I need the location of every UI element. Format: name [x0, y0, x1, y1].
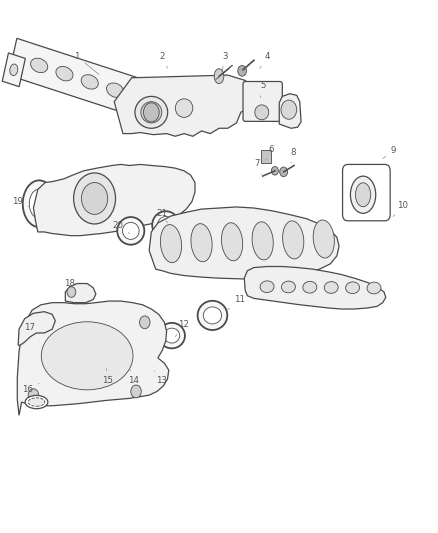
Polygon shape	[33, 165, 195, 236]
Polygon shape	[114, 75, 254, 136]
Ellipse shape	[23, 180, 56, 227]
Ellipse shape	[222, 223, 243, 261]
Ellipse shape	[260, 281, 274, 293]
Text: 2: 2	[159, 52, 168, 68]
Text: 8: 8	[290, 148, 296, 163]
Ellipse shape	[25, 395, 48, 409]
Ellipse shape	[123, 222, 139, 239]
Text: 11: 11	[228, 295, 245, 310]
Polygon shape	[279, 94, 301, 128]
Ellipse shape	[282, 281, 295, 293]
Text: 15: 15	[102, 368, 113, 385]
Ellipse shape	[346, 282, 360, 294]
Ellipse shape	[252, 222, 273, 260]
Ellipse shape	[203, 307, 222, 324]
Text: 4: 4	[260, 52, 270, 69]
Ellipse shape	[10, 64, 18, 76]
Circle shape	[81, 182, 108, 214]
Ellipse shape	[313, 220, 334, 258]
Text: 13: 13	[154, 371, 167, 385]
Circle shape	[140, 316, 150, 329]
Ellipse shape	[324, 281, 338, 293]
Ellipse shape	[31, 58, 48, 72]
Circle shape	[272, 166, 279, 175]
Circle shape	[238, 66, 247, 76]
Ellipse shape	[283, 221, 304, 259]
Circle shape	[67, 287, 76, 297]
Ellipse shape	[141, 102, 162, 123]
Ellipse shape	[81, 75, 98, 89]
Ellipse shape	[29, 189, 49, 219]
Ellipse shape	[356, 183, 371, 207]
Text: 16: 16	[22, 383, 39, 394]
Polygon shape	[18, 312, 55, 345]
Ellipse shape	[117, 217, 145, 245]
Ellipse shape	[157, 216, 174, 233]
Ellipse shape	[135, 96, 168, 128]
Ellipse shape	[191, 224, 212, 262]
Polygon shape	[244, 266, 386, 309]
Ellipse shape	[367, 282, 381, 294]
Circle shape	[26, 316, 36, 329]
Text: 14: 14	[128, 368, 139, 385]
Circle shape	[280, 167, 288, 176]
Ellipse shape	[255, 105, 269, 120]
Text: 1: 1	[74, 52, 99, 75]
Ellipse shape	[198, 301, 227, 330]
FancyBboxPatch shape	[243, 82, 283, 122]
Text: 20: 20	[112, 221, 130, 233]
Text: 18: 18	[64, 279, 76, 292]
Ellipse shape	[152, 211, 179, 239]
Ellipse shape	[303, 281, 317, 293]
Text: 21: 21	[156, 209, 167, 223]
Text: 10: 10	[393, 201, 408, 216]
Polygon shape	[17, 301, 169, 415]
Text: 6: 6	[266, 145, 274, 160]
Polygon shape	[149, 207, 339, 279]
Text: 9: 9	[383, 146, 396, 158]
Polygon shape	[2, 53, 25, 87]
Ellipse shape	[106, 83, 124, 98]
Text: 17: 17	[24, 323, 40, 334]
Text: 12: 12	[175, 320, 189, 337]
Ellipse shape	[56, 67, 73, 81]
Ellipse shape	[28, 398, 45, 406]
Text: 3: 3	[222, 52, 228, 71]
Ellipse shape	[160, 224, 182, 263]
Ellipse shape	[159, 323, 185, 349]
Ellipse shape	[41, 322, 133, 390]
Ellipse shape	[164, 328, 180, 343]
Bar	[261, 150, 271, 163]
Text: 5: 5	[260, 81, 265, 98]
Ellipse shape	[175, 99, 193, 117]
Polygon shape	[9, 38, 145, 117]
Ellipse shape	[350, 176, 376, 213]
Circle shape	[74, 173, 116, 224]
Ellipse shape	[214, 69, 224, 84]
Circle shape	[131, 385, 141, 398]
Circle shape	[28, 389, 39, 401]
Circle shape	[144, 103, 159, 122]
Text: 7: 7	[254, 159, 262, 174]
Text: 19: 19	[12, 197, 30, 207]
Polygon shape	[65, 284, 96, 303]
Circle shape	[281, 100, 297, 119]
